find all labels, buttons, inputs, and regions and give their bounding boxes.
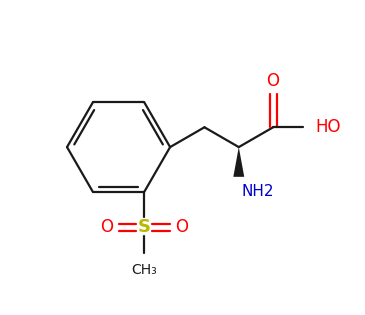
Polygon shape xyxy=(233,147,244,177)
Text: NH2: NH2 xyxy=(242,184,274,199)
Text: O: O xyxy=(266,72,280,89)
Text: HO: HO xyxy=(316,118,341,136)
Text: CH₃: CH₃ xyxy=(131,263,157,277)
Text: O: O xyxy=(176,218,188,237)
Text: S: S xyxy=(138,218,151,237)
Text: O: O xyxy=(100,218,113,237)
